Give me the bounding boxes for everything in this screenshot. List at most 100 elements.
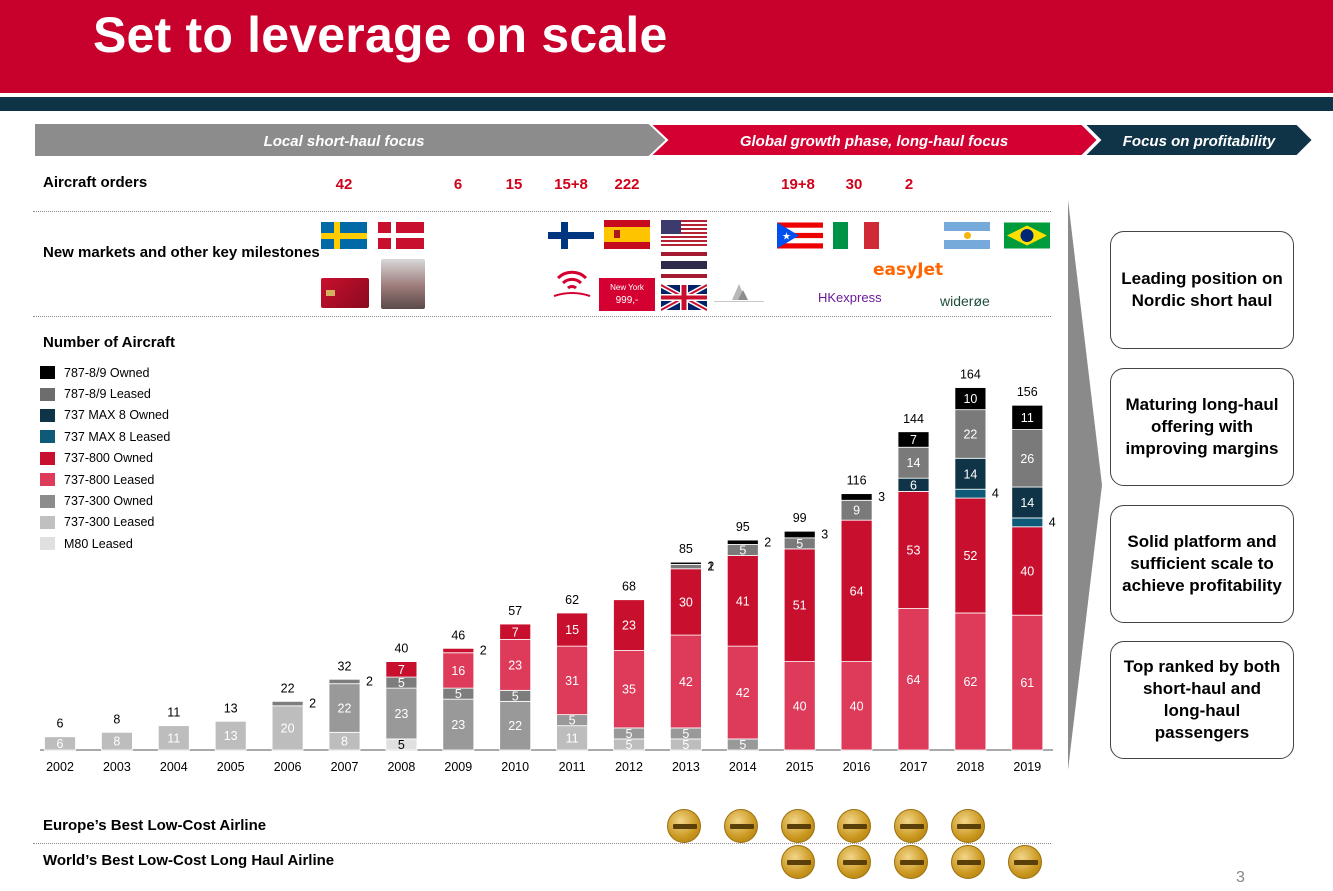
skytrax-medal-icon bbox=[781, 845, 815, 879]
x-tick-label: 2018 bbox=[956, 760, 984, 774]
bar-segment-label: 2 bbox=[309, 697, 316, 711]
bar-segment bbox=[954, 612, 987, 751]
bar-segment bbox=[783, 530, 816, 539]
bar-segment-label: 6 bbox=[910, 478, 917, 492]
order-value: 222 bbox=[614, 176, 640, 193]
order-value: 15 bbox=[505, 176, 523, 193]
row-divider bbox=[33, 316, 1051, 317]
bar-segment-label: 11 bbox=[1021, 411, 1034, 425]
bar-total-label: 40 bbox=[394, 642, 408, 656]
insight-box: Solid platform and sufficient scale to a… bbox=[1110, 505, 1294, 623]
bar-segment-label: 42 bbox=[736, 686, 750, 700]
bar-segment-label: 3 bbox=[878, 490, 885, 504]
bar-segment-label: 23 bbox=[508, 658, 522, 672]
bar-segment-label: 2 bbox=[366, 674, 373, 688]
bar-segment-label: 64 bbox=[907, 673, 921, 687]
bar-segment-label: 53 bbox=[907, 543, 921, 557]
skytrax-medal-icon bbox=[894, 809, 928, 843]
x-tick-label: 2008 bbox=[387, 760, 415, 774]
order-value: 15+8 bbox=[554, 176, 588, 193]
legend-swatch bbox=[40, 408, 55, 422]
bar-segment bbox=[385, 661, 418, 678]
bar-segment-label: 23 bbox=[394, 707, 408, 721]
legend-swatch bbox=[40, 366, 55, 380]
bar-segment-label: 64 bbox=[850, 584, 864, 598]
skytrax-medal-icon bbox=[1008, 845, 1042, 879]
page-title: Set to leverage on scale bbox=[93, 7, 668, 63]
bar-segment bbox=[670, 634, 702, 729]
bar-segment-label: 7 bbox=[910, 433, 917, 447]
bar-segment bbox=[1011, 404, 1044, 430]
bar-segment-label: 5 bbox=[569, 714, 576, 728]
bar-segment-label: 7 bbox=[512, 625, 519, 639]
bar-total-label: 22 bbox=[281, 681, 295, 695]
legend-swatch bbox=[40, 494, 55, 508]
legend-swatch bbox=[40, 537, 55, 551]
order-value: 19+8 bbox=[781, 176, 815, 193]
bar-segment-label: 30 bbox=[679, 595, 693, 609]
legend-label: 787-8/9 Leased bbox=[64, 387, 151, 402]
bar-segment-label: 11 bbox=[167, 731, 180, 745]
bar-total-label: 57 bbox=[508, 604, 522, 618]
bar-segment-label: 31 bbox=[565, 674, 579, 688]
order-value: 42 bbox=[335, 176, 353, 193]
bar-total-label: 85 bbox=[679, 542, 693, 556]
bar-segment-label: 6 bbox=[57, 737, 64, 751]
legend-label: 737-800 Owned bbox=[64, 451, 153, 466]
legend-swatch bbox=[40, 515, 55, 529]
bar-segment-label: 62 bbox=[963, 675, 977, 689]
legend-item: 737 MAX 8 Leased bbox=[40, 426, 170, 447]
legend-swatch bbox=[40, 451, 55, 465]
bar-segment bbox=[613, 599, 645, 651]
bar-total-label: 156 bbox=[1017, 385, 1038, 399]
puerto-rico-flag-icon: ★ bbox=[777, 222, 823, 249]
x-tick-label: 2003 bbox=[103, 760, 131, 774]
bar-segment-label: 5 bbox=[626, 738, 633, 752]
x-tick-label: 2009 bbox=[444, 760, 472, 774]
header-stripe bbox=[0, 97, 1333, 111]
bar-segment bbox=[613, 650, 645, 729]
bar-segment-label: 20 bbox=[281, 721, 295, 735]
x-tick-label: 2015 bbox=[786, 760, 814, 774]
x-tick-label: 2011 bbox=[559, 760, 586, 774]
award-label: World’s Best Low-Cost Long Haul Airline bbox=[43, 852, 335, 869]
bar-segment-label: 51 bbox=[793, 599, 807, 613]
bar-segment-label: 40 bbox=[850, 699, 864, 713]
legend-swatch bbox=[40, 430, 55, 444]
bar-segment bbox=[101, 731, 133, 751]
bar-segment-label: 5 bbox=[739, 738, 746, 752]
bar-segment-label: 8 bbox=[341, 735, 348, 749]
bar-segment-label: 9 bbox=[853, 504, 860, 518]
skytrax-medal-icon bbox=[837, 809, 871, 843]
bar-segment-label: 40 bbox=[1020, 564, 1034, 578]
bar-segment bbox=[214, 720, 247, 751]
bar-segment bbox=[670, 561, 702, 565]
bar-segment-label: 5 bbox=[512, 689, 519, 703]
bar-segment-label: 4 bbox=[1049, 515, 1056, 529]
bar-segment-label: 5 bbox=[682, 738, 689, 752]
side-arrow bbox=[1068, 200, 1102, 770]
bar-segment-label: 15 bbox=[565, 623, 579, 637]
legend-item: M80 Leased bbox=[40, 533, 170, 554]
legend-swatch bbox=[40, 387, 55, 401]
uk-flag-icon bbox=[661, 284, 707, 311]
legend-label: 787-8/9 Owned bbox=[64, 365, 150, 380]
legend-item: 787-8/9 Owned bbox=[40, 362, 170, 383]
ny-ticket-card: New York 999,- bbox=[599, 278, 655, 311]
italy-flag-icon bbox=[833, 222, 879, 249]
argentina-flag-icon bbox=[944, 222, 990, 249]
order-value: 2 bbox=[904, 176, 914, 193]
bar-segment bbox=[840, 661, 873, 751]
skytrax-medal-icon bbox=[951, 809, 985, 843]
bar-segment-label: 40 bbox=[793, 699, 807, 713]
insight-box: Top ranked by both short-haul and long-h… bbox=[1110, 641, 1294, 759]
bar-segment bbox=[1011, 429, 1044, 488]
x-tick-label: 2019 bbox=[1013, 760, 1041, 774]
bar-total-label: 13 bbox=[224, 701, 238, 715]
bar-total-label: 8 bbox=[113, 712, 120, 726]
bar-total-label: 32 bbox=[338, 659, 352, 673]
bar-segment-label: 42 bbox=[679, 675, 693, 689]
insight-box: Leading position on Nordic short haul bbox=[1110, 231, 1294, 349]
bar-segment bbox=[499, 700, 532, 751]
bar-total-label: 11 bbox=[167, 706, 180, 720]
